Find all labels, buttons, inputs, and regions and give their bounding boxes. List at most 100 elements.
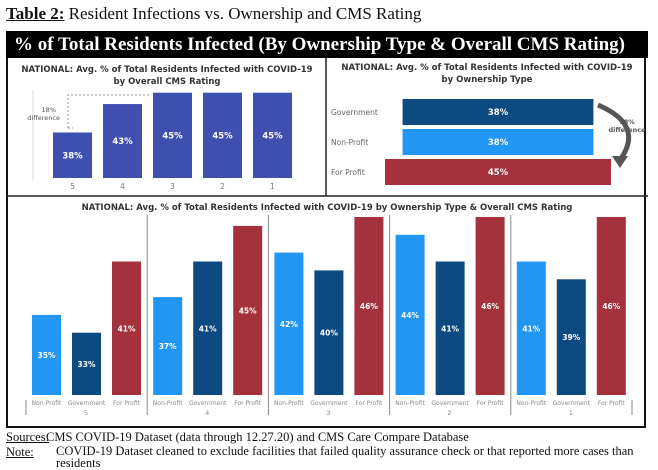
data-label: 37% [159,342,177,351]
bar-government-3 [314,270,344,395]
x-tick-label: For Profit [234,400,262,407]
table-label: Table 2: [6,4,65,23]
x-tick-label: Government [310,400,348,407]
data-label: 44% [401,311,419,320]
rating-chart: NATIONAL: Avg. % of Total Residents Infe… [21,65,312,191]
annotation: difference [608,126,646,134]
x-tick-label: 5 [70,182,75,191]
data-label: 35% [38,351,56,360]
group-label: 3 [326,409,330,417]
chart-title: NATIONAL: Avg. % of Total Residents Infe… [341,63,632,73]
annotation: 18% [42,106,56,114]
sources-line: Sources:CMS COVID-19 Dataset (data throu… [6,430,469,445]
bar-rating-5 [53,132,92,178]
x-tick-label: 1 [270,182,275,191]
data-label: 41% [118,324,136,333]
bar-for profit-2 [475,217,505,395]
bar-government-2 [435,261,465,395]
bar-government [402,99,594,125]
bar-for profit-3 [354,217,384,395]
arrow-head-icon [612,156,628,168]
y-tick-label: For Profit [331,168,365,177]
x-tick-label: Government [189,400,227,407]
bar-non-profit-2 [395,234,425,395]
bar-government-1 [556,279,586,395]
group-label: 4 [205,409,209,417]
table-title: Resident Infections vs. Ownership and CM… [68,4,422,23]
data-label: 42% [280,320,298,329]
chart-title: NATIONAL: Avg. % of Total Residents Infe… [21,65,312,75]
x-tick-label: For Profit [355,400,383,407]
group-label: 1 [569,409,573,417]
x-tick-label: Non-Profit [153,400,183,407]
x-tick-label: 4 [120,182,125,191]
ownership-chart: NATIONAL: Avg. % of Total Residents Infe… [331,63,646,185]
x-tick-label: Non-Profit [516,400,546,407]
x-tick-label: For Profit [598,400,626,407]
bar-government-5 [72,332,101,395]
bar-non-profit-5 [32,314,61,395]
data-label: 38% [488,138,509,148]
data-label: 38% [62,151,83,161]
note-label: Note: [6,445,34,459]
x-tick-label: Government [553,400,591,407]
annotation: difference [27,114,60,122]
x-tick-label: For Profit [113,400,141,407]
bar-rating-1 [253,92,292,178]
data-label: 33% [78,360,96,369]
data-label: 45% [162,131,183,141]
data-label: 45% [262,131,283,141]
data-label: 41% [522,324,540,333]
bar-government-4 [193,261,223,395]
bar-for profit-4 [233,225,263,395]
bar-rating-4 [103,104,142,178]
bar-for profit-1 [596,217,626,395]
bar-non-profit [402,129,594,155]
data-label: 40% [320,329,338,338]
difference-bracket [67,94,151,129]
bar-for profit-5 [112,261,141,395]
x-tick-label: Non-Profit [274,400,304,407]
group-label: 5 [84,409,88,417]
group-label: 2 [448,409,452,417]
data-label: 39% [562,333,580,342]
data-label: 45% [488,168,509,178]
x-tick-label: For Profit [477,400,505,407]
data-label: 38% [488,108,509,118]
data-label: 41% [441,324,459,333]
chart-title: NATIONAL: Avg. % of Total Residents Infe… [82,203,573,213]
arrow-icon [597,102,632,162]
y-tick-label: Non-Profit [331,138,368,147]
note-line: Note: COVID-19 Dataset cleaned to exclude… [6,444,646,470]
note-text: COVID-19 Dataset cleaned to exclude faci… [56,444,634,470]
bar-rating-2 [203,92,242,178]
annotation: 18% [619,118,635,126]
x-tick-label: Non-Profit [395,400,425,407]
chart-title: by Overall CMS Rating [113,77,220,87]
data-label: 46% [481,302,499,311]
data-label: 45% [239,306,257,315]
bar-for-profit [385,159,611,185]
data-label: 46% [360,302,378,311]
bar-rating-3 [153,92,192,178]
data-label: 43% [112,137,133,147]
bar-non-profit-3 [274,252,304,395]
bar-non-profit-1 [516,261,546,395]
bar-non-profit-4 [153,297,183,395]
sources-text: CMS COVID-19 Dataset (data through 12.27… [46,430,469,444]
x-tick-label: Non-Profit [32,400,62,407]
data-label: 41% [199,324,217,333]
x-tick-label: Government [431,400,469,407]
x-tick-label: Government [68,400,106,407]
chart-title: by Ownership Type [442,75,533,85]
data-label: 45% [212,131,233,141]
table-heading: Table 2: Resident Infections vs. Ownersh… [6,4,421,24]
data-label: 46% [602,302,620,311]
sources-label: Sources: [6,430,50,444]
y-tick-label: Government [331,108,378,117]
combined-chart: NATIONAL: Avg. % of Total Residents Infe… [25,203,633,417]
x-tick-label: 3 [170,182,175,191]
x-tick-label: 2 [220,182,225,191]
banner-title: % of Total Residents Infected (By Owners… [6,31,648,58]
